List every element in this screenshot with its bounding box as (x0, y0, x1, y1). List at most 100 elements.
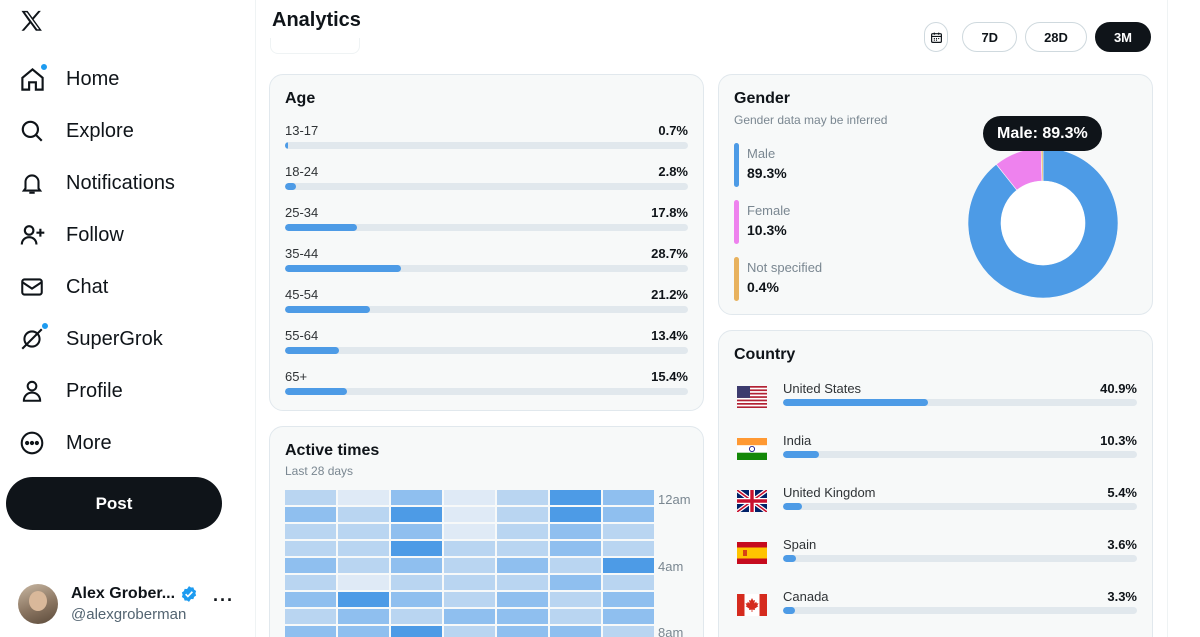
age-track (285, 347, 688, 354)
heatmap-cell[interactable] (285, 490, 336, 505)
heatmap-cell[interactable] (603, 490, 654, 505)
uk-flag-icon (737, 490, 767, 512)
heatmap-cell[interactable] (444, 541, 495, 556)
heatmap-cell[interactable] (550, 609, 601, 624)
nav-item-more[interactable]: More (6, 420, 112, 466)
heatmap-cell[interactable] (444, 592, 495, 607)
nav-item-supergrok[interactable]: SuperGrok (6, 316, 163, 362)
heatmap-cell[interactable] (391, 558, 442, 573)
nav-label-chat: Chat (66, 275, 109, 298)
heatmap-cell[interactable] (603, 541, 654, 556)
heatmap-cell[interactable] (391, 626, 442, 637)
heatmap-cell[interactable] (338, 558, 389, 573)
heatmap-cell[interactable] (497, 558, 548, 573)
heatmap-cell[interactable] (391, 490, 442, 505)
heatmap-cell[interactable] (497, 490, 548, 505)
heatmap-cell[interactable] (391, 575, 442, 590)
heatmap-cell[interactable] (338, 575, 389, 590)
heatmap-cell[interactable] (338, 592, 389, 607)
heatmap-cell[interactable] (497, 609, 548, 624)
heatmap-cell[interactable] (497, 524, 548, 539)
heatmap-cell[interactable] (285, 592, 336, 607)
heatmap-cell[interactable] (603, 558, 654, 573)
country-row-spain: Spain 3.6% (734, 537, 1137, 573)
heatmap-cell[interactable] (285, 609, 336, 624)
account-more-icon[interactable]: ··· (213, 590, 234, 610)
date-range-selector: 7D 28D 3M (924, 22, 1151, 52)
grok-icon (18, 322, 49, 353)
heatmap-cell[interactable] (444, 507, 495, 522)
heatmap-cell[interactable] (444, 575, 495, 590)
nav-item-profile[interactable]: Profile (6, 368, 123, 414)
heatmap-cell[interactable] (550, 524, 601, 539)
heatmap-cell[interactable] (285, 626, 336, 637)
x-logo-icon[interactable] (18, 8, 48, 38)
heatmap-cell[interactable] (338, 507, 389, 522)
heatmap-cell[interactable] (603, 524, 654, 539)
nav-label-profile: Profile (66, 379, 123, 402)
heatmap-cell[interactable] (285, 575, 336, 590)
heatmap-cell[interactable] (550, 507, 601, 522)
heatmap-cell[interactable] (603, 592, 654, 607)
age-row-13-17: 13-17 0.7% (285, 123, 688, 153)
nav-item-home[interactable]: Home (6, 56, 119, 102)
range-7d-button[interactable]: 7D (962, 22, 1018, 52)
heatmap-cell[interactable] (603, 507, 654, 522)
calendar-button[interactable] (924, 22, 949, 52)
age-value: 15.4% (651, 369, 688, 384)
range-28d-button[interactable]: 28D (1025, 22, 1087, 52)
heatmap-cell[interactable] (338, 541, 389, 556)
post-button[interactable]: Post (6, 477, 222, 530)
heatmap-cell[interactable] (497, 507, 548, 522)
heatmap-cell[interactable] (603, 575, 654, 590)
range-3m-button[interactable]: 3M (1094, 22, 1151, 52)
heatmap-cell[interactable] (497, 592, 548, 607)
us-flag-icon (737, 386, 767, 408)
heatmap-cell[interactable] (285, 507, 336, 522)
heatmap-cell[interactable] (550, 626, 601, 637)
account-switcher[interactable]: Alex Grober... @alexgroberman ··· (18, 580, 248, 628)
heatmap-cell[interactable] (285, 558, 336, 573)
nav-item-follow[interactable]: Follow (6, 212, 124, 258)
heatmap-cell[interactable] (550, 558, 601, 573)
nav-item-chat[interactable]: Chat (6, 264, 108, 310)
heatmap-cell[interactable] (603, 626, 654, 637)
heatmap-cell[interactable] (550, 541, 601, 556)
heatmap-cell[interactable] (444, 558, 495, 573)
heatmap-cell[interactable] (391, 524, 442, 539)
heatmap-cell[interactable] (603, 609, 654, 624)
country-row-united-kingdom: United Kingdom 5.4% (734, 485, 1137, 521)
heatmap-cell[interactable] (338, 490, 389, 505)
gender-color-bar (734, 200, 739, 244)
age-label: 18-24 (285, 164, 319, 179)
heatmap-cell[interactable] (391, 507, 442, 522)
age-row-25-34: 25-34 17.8% (285, 205, 688, 235)
heatmap-cell[interactable] (444, 626, 495, 637)
heatmap-cell[interactable] (285, 541, 336, 556)
gender-donut-chart[interactable] (965, 145, 1121, 301)
heatmap-cell[interactable] (497, 575, 548, 590)
heatmap-cell[interactable] (444, 609, 495, 624)
heatmap-cell[interactable] (391, 609, 442, 624)
country-title: Country (734, 346, 796, 363)
country-track (783, 503, 1137, 510)
heatmap-cell[interactable] (338, 626, 389, 637)
heatmap-cell[interactable] (338, 524, 389, 539)
nav-item-explore[interactable]: Explore (6, 108, 134, 154)
heatmap-cell[interactable] (497, 541, 548, 556)
heatmap-cell[interactable] (497, 626, 548, 637)
heatmap-cell[interactable] (285, 524, 336, 539)
heatmap-cell[interactable] (391, 592, 442, 607)
heatmap-cell[interactable] (550, 575, 601, 590)
country-row-united-states: United States 40.9% (734, 381, 1137, 417)
heatmap-cell[interactable] (338, 609, 389, 624)
nav-item-notifications[interactable]: Notifications (6, 160, 175, 206)
heatmap-cell[interactable] (391, 541, 442, 556)
envelope-icon (18, 273, 46, 301)
age-label: 65+ (285, 369, 308, 384)
heatmap-cell[interactable] (550, 490, 601, 505)
age-bar (285, 224, 357, 231)
heatmap-cell[interactable] (550, 592, 601, 607)
heatmap-cell[interactable] (444, 490, 495, 505)
heatmap-cell[interactable] (444, 524, 495, 539)
